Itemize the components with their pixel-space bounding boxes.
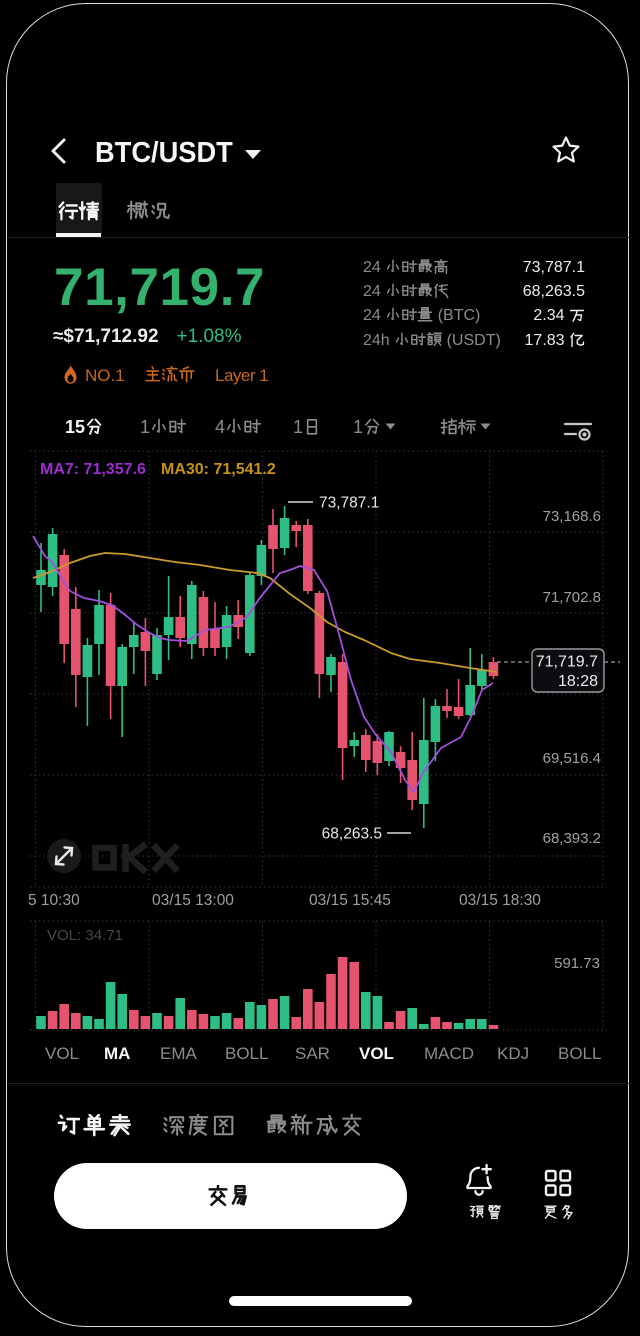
svg-text:73,168.6: 73,168.6 (543, 508, 601, 525)
svg-text:69,516.4: 69,516.4 (543, 750, 601, 767)
svg-text:03/15 18:30: 03/15 18:30 (459, 892, 541, 909)
svg-text:18:28: 18:28 (558, 673, 598, 690)
svg-text:68,393.2: 68,393.2 (543, 830, 601, 847)
svg-text:VOL: 34.71: VOL: 34.71 (47, 927, 123, 944)
svg-text:71,702.8: 71,702.8 (543, 589, 601, 606)
svg-text:591.73: 591.73 (554, 955, 600, 972)
svg-text:03/15 15:45: 03/15 15:45 (309, 892, 391, 909)
svg-text:68,263.5: 68,263.5 (322, 826, 382, 843)
svg-text:73,787.1: 73,787.1 (319, 495, 379, 512)
svg-text:03/15 13:00: 03/15 13:00 (152, 892, 234, 909)
svg-text:5 10:30: 5 10:30 (28, 892, 80, 909)
svg-text:71,719.7: 71,719.7 (536, 654, 598, 671)
